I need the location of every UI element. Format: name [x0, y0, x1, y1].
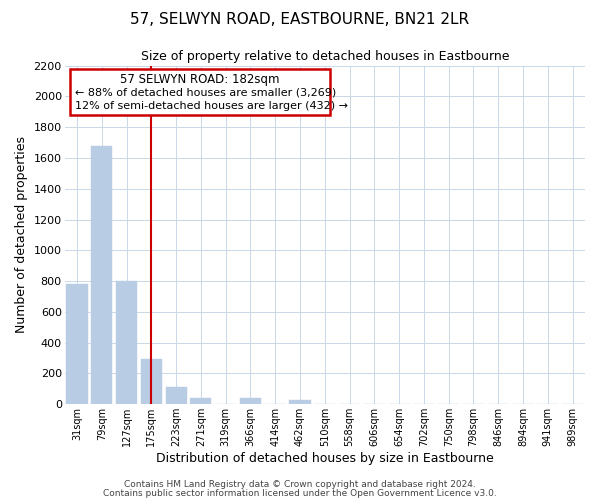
- Bar: [67, 284, 88, 405]
- X-axis label: Distribution of detached houses by size in Eastbourne: Distribution of detached houses by size …: [156, 452, 494, 465]
- Bar: [166, 386, 187, 404]
- Bar: [240, 398, 261, 404]
- Bar: [190, 398, 211, 404]
- Title: Size of property relative to detached houses in Eastbourne: Size of property relative to detached ho…: [140, 50, 509, 63]
- Bar: [116, 281, 137, 404]
- Text: Contains public sector information licensed under the Open Government Licence v3: Contains public sector information licen…: [103, 488, 497, 498]
- Y-axis label: Number of detached properties: Number of detached properties: [15, 136, 28, 334]
- Bar: [289, 400, 311, 404]
- Text: ← 88% of detached houses are smaller (3,269): ← 88% of detached houses are smaller (3,…: [75, 88, 336, 98]
- Text: Contains HM Land Registry data © Crown copyright and database right 2024.: Contains HM Land Registry data © Crown c…: [124, 480, 476, 489]
- Text: 12% of semi-detached houses are larger (432) →: 12% of semi-detached houses are larger (…: [75, 101, 348, 111]
- Text: 57, SELWYN ROAD, EASTBOURNE, BN21 2LR: 57, SELWYN ROAD, EASTBOURNE, BN21 2LR: [130, 12, 470, 28]
- Text: 57 SELWYN ROAD: 182sqm: 57 SELWYN ROAD: 182sqm: [120, 73, 280, 86]
- Bar: [141, 359, 162, 405]
- FancyBboxPatch shape: [70, 69, 330, 114]
- Bar: [91, 146, 112, 404]
